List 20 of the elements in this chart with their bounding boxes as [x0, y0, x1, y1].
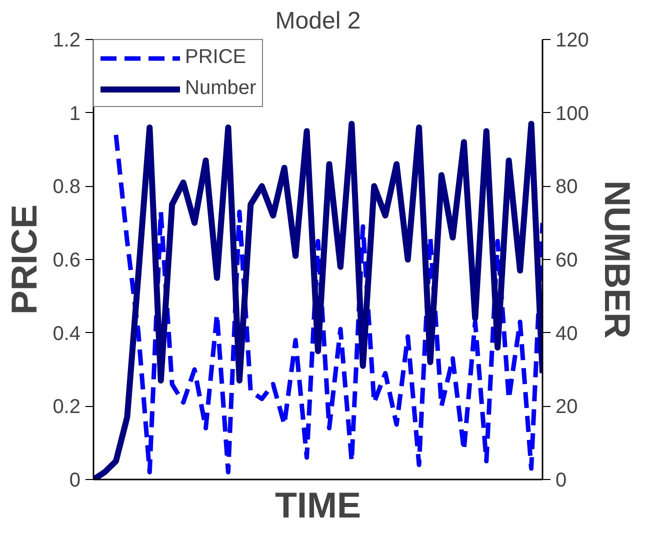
y2-tick-label: 0 — [556, 470, 567, 492]
chart-title: Model 2 — [275, 8, 361, 34]
y-tick-label: 0.2 — [52, 396, 81, 418]
legend-label: Number — [185, 77, 256, 100]
y-tick-label: 0.8 — [52, 176, 81, 198]
y-tick-label: 1.2 — [52, 30, 81, 52]
y2-tick-label: 100 — [556, 102, 589, 125]
y2-tick-label: 80 — [556, 176, 578, 198]
y-tick-label: 0.4 — [52, 322, 81, 345]
y2-tick-label: 120 — [556, 30, 589, 52]
y-tick-label: 0.6 — [52, 250, 81, 272]
y2-tick-label: 40 — [556, 322, 578, 345]
y2-tick-label: 20 — [556, 396, 578, 418]
y-tick-label: 1 — [69, 102, 80, 125]
y2-axis-title: NUMBER — [596, 180, 638, 339]
y-tick-label: 0 — [69, 470, 80, 492]
y2-tick-label: 60 — [556, 250, 578, 272]
x-axis-title: TIME — [275, 484, 362, 526]
legend-label: PRICE — [185, 46, 246, 69]
y-axis-title: PRICE — [4, 204, 45, 315]
